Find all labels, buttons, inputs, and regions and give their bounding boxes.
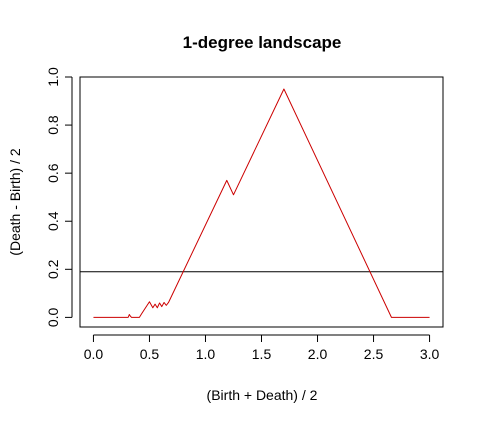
x-tick-label: 0.5 (140, 346, 160, 362)
y-tick-label: 0.0 (45, 307, 61, 327)
x-axis-title: (Birth + Death) / 2 (207, 387, 318, 403)
x-tick-label: 2.0 (308, 346, 328, 362)
chart-title: 1-degree landscape (183, 33, 342, 52)
y-tick-label: 0.8 (45, 115, 61, 135)
x-tick-label: 1.0 (196, 346, 216, 362)
x-tick-label: 0.0 (84, 346, 104, 362)
x-tick-label: 2.5 (364, 346, 384, 362)
x-tick-label: 1.5 (252, 346, 272, 362)
landscape-line (93, 88, 430, 318)
x-tick-label: 3.0 (420, 346, 440, 362)
plot-frame (79, 76, 444, 328)
y-axis-title: (Death - Birth) / 2 (7, 148, 23, 256)
y-tick-label: 0.6 (45, 163, 61, 183)
plot-area: 0.0 0.5 1.0 1.5 2.0 2.5 3.0 0.0 0.2 0.4 0.6 0.8 1.0 (45, 67, 444, 362)
y-tick-label: 1.0 (45, 67, 61, 87)
y-tick-label: 0.4 (45, 211, 61, 231)
y-tick-label: 0.2 (45, 259, 61, 279)
